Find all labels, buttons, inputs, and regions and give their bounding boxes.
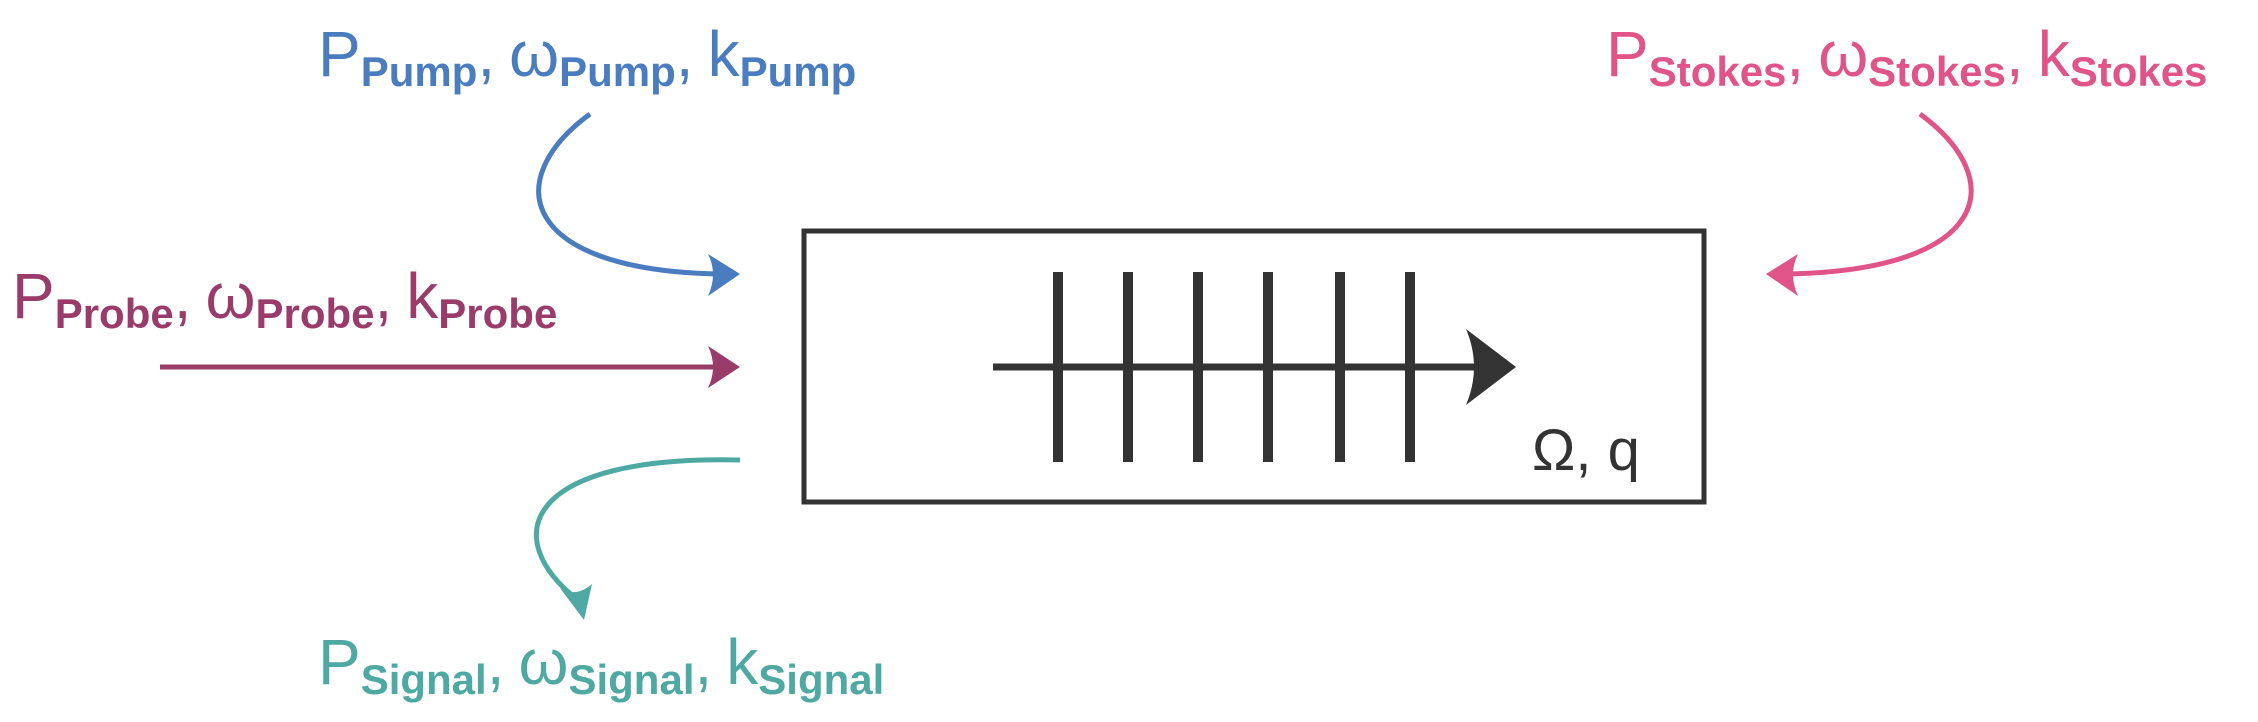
probe-wavevector-subscript: Probe — [438, 290, 557, 337]
stokes-label: PStokes, ωStokes, kStokes — [1606, 18, 2207, 95]
interaction-box — [801, 228, 1707, 505]
signal-separator-2: , — [695, 626, 713, 698]
probe-wavevector-symbol: k — [406, 260, 439, 332]
pump-separator-1: , — [477, 18, 495, 90]
pump-power-symbol: P — [318, 18, 361, 90]
signal-frequency-subscript: Signal — [568, 656, 694, 703]
pump-frequency-subscript: Pump — [559, 48, 676, 95]
pump-arrow — [536, 111, 719, 277]
probe-frequency-symbol: ω — [206, 260, 256, 332]
probe-power-subscript: Probe — [55, 290, 174, 337]
acoustic-wave-arrowhead — [1466, 329, 1516, 405]
stokes-arrowhead — [1766, 254, 1798, 296]
stokes-frequency-subscript: Stokes — [1868, 48, 2006, 95]
probe-power-symbol: P — [12, 260, 55, 332]
probe-separator-2: , — [375, 260, 393, 332]
pump-wavevector-subscript: Pump — [740, 48, 857, 95]
probe-label: PProbe, ωProbe, kProbe — [12, 260, 557, 337]
stokes-wavevector-subscript: Stokes — [2070, 48, 2208, 95]
acoustic-grating — [1053, 272, 1415, 462]
signal-frequency-symbol: ω — [519, 626, 569, 698]
pump-wavevector-symbol: k — [708, 18, 741, 90]
stokes-power-symbol: P — [1606, 18, 1649, 90]
pump-frequency-symbol: ω — [509, 18, 559, 90]
stokes-power-subscript: Stokes — [1649, 48, 1787, 95]
stokes-separator-1: , — [1786, 18, 1804, 90]
signal-power-subscript: Signal — [361, 656, 487, 703]
signal-arrow — [533, 457, 741, 602]
signal-wavevector-subscript: Signal — [758, 656, 884, 703]
stokes-separator-2: , — [2006, 18, 2024, 90]
signal-label: PSignal, ωSignal, kSignal — [318, 626, 884, 703]
probe-arrowhead — [708, 346, 740, 388]
pump-separator-2: , — [676, 18, 694, 90]
acoustic-mode-label: Ω, q — [1532, 418, 1640, 483]
stokes-arrow — [1787, 111, 1974, 277]
signal-power-symbol: P — [318, 626, 361, 698]
pump-label: PPump, ωPump, kPump — [318, 18, 856, 95]
pump-power-subscript: Pump — [361, 48, 478, 95]
pump-arrowhead — [708, 254, 740, 296]
signal-wavevector-symbol: k — [726, 626, 759, 698]
stokes-frequency-symbol: ω — [1818, 18, 1868, 90]
signal-separator-1: , — [487, 626, 505, 698]
probe-separator-1: , — [174, 260, 192, 332]
probe-frequency-subscript: Probe — [255, 290, 374, 337]
stokes-wavevector-symbol: k — [2038, 18, 2071, 90]
signal-arrowhead — [560, 584, 592, 620]
